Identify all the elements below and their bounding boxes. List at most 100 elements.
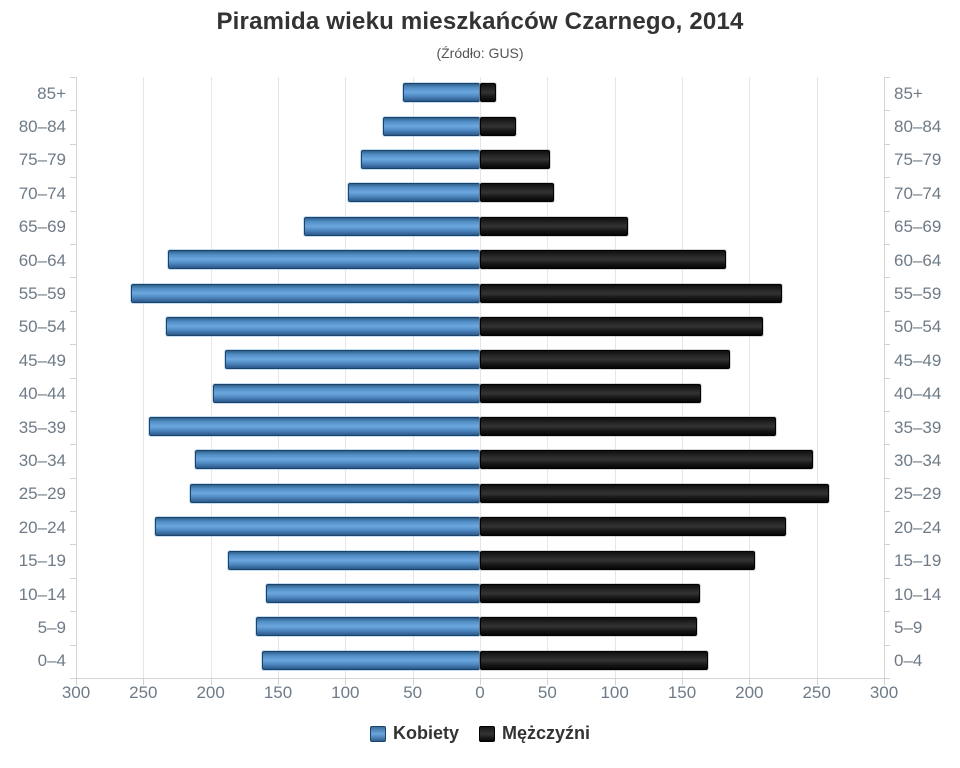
x-tick-label-100-4: 100 bbox=[331, 683, 360, 702]
legend-item-mężczyźni[interactable]: Mężczyźni bbox=[478, 723, 590, 744]
bar-mężczyźni-20-24[interactable] bbox=[480, 517, 786, 537]
gridline-200 bbox=[749, 77, 751, 678]
age-label-right-50-54: 50–54 bbox=[894, 317, 942, 337]
age-label-left-55-59: 55–59 bbox=[18, 284, 66, 304]
age-label-right-85plus: 85+ bbox=[894, 83, 923, 103]
gridline-250 bbox=[816, 77, 818, 678]
age-label-left-60-64: 60–64 bbox=[18, 250, 66, 270]
age-label-right-40-44: 40–44 bbox=[894, 384, 942, 404]
bar-mężczyźni-25-29[interactable] bbox=[480, 483, 829, 503]
plot-area bbox=[76, 77, 885, 678]
age-label-right-70-74: 70–74 bbox=[894, 183, 942, 203]
bar-mężczyźni-65-69[interactable] bbox=[480, 216, 629, 236]
x-tick-label-100-8: 100 bbox=[600, 683, 629, 702]
x-tick bbox=[749, 678, 751, 685]
bar-kobiety-30-34[interactable] bbox=[194, 450, 480, 470]
gridline-300 bbox=[884, 77, 885, 678]
age-label-right-30-34: 30–34 bbox=[894, 450, 942, 470]
bar-kobiety-65-69[interactable] bbox=[303, 216, 480, 236]
age-label-left-50-54: 50–54 bbox=[18, 317, 66, 337]
bar-kobiety-85plus[interactable] bbox=[403, 83, 480, 103]
bar-mężczyźni-70-74[interactable] bbox=[480, 183, 555, 203]
axis-tick-right bbox=[884, 478, 890, 479]
axis-tick-left bbox=[70, 578, 76, 579]
bar-kobiety-40-44[interactable] bbox=[213, 383, 480, 403]
axis-tick-left bbox=[70, 511, 76, 512]
bar-kobiety-55-59[interactable] bbox=[131, 283, 480, 303]
bar-mężczyźni-60-64[interactable] bbox=[480, 250, 727, 270]
bar-mężczyźni-50-54[interactable] bbox=[480, 316, 763, 336]
bar-kobiety-15-19[interactable] bbox=[228, 550, 480, 570]
bar-kobiety-0-4[interactable] bbox=[261, 650, 480, 670]
bar-mężczyźni-80-84[interactable] bbox=[480, 116, 517, 136]
bar-mężczyźni-55-59[interactable] bbox=[480, 283, 782, 303]
age-label-left-0-4: 0–4 bbox=[37, 651, 66, 671]
axis-tick-right bbox=[884, 678, 890, 679]
axis-tick-right bbox=[884, 77, 890, 78]
bar-kobiety-25-29[interactable] bbox=[190, 483, 480, 503]
bar-mężczyźni-15-19[interactable] bbox=[480, 550, 755, 570]
axis-tick-left bbox=[70, 77, 76, 78]
bar-kobiety-10-14[interactable] bbox=[265, 584, 480, 604]
bar-kobiety-75-79[interactable] bbox=[361, 149, 480, 169]
axis-tick-left bbox=[70, 144, 76, 145]
age-label-left-30-34: 30–34 bbox=[18, 450, 66, 470]
x-tick-label-300-0: 300 bbox=[61, 683, 91, 702]
age-label-right-75-79: 75–79 bbox=[894, 150, 942, 170]
bar-kobiety-70-74[interactable] bbox=[348, 183, 480, 203]
axis-tick-left bbox=[70, 678, 76, 679]
age-label-left-20-24: 20–24 bbox=[18, 517, 66, 537]
chart-subtitle: (Źródło: GUS) bbox=[436, 45, 524, 61]
age-label-right-45-49: 45–49 bbox=[894, 350, 942, 370]
bar-mężczyźni-5-9[interactable] bbox=[480, 617, 697, 637]
bar-mężczyźni-30-34[interactable] bbox=[480, 450, 813, 470]
legend-item-kobiety[interactable]: Kobiety bbox=[369, 723, 459, 744]
axis-tick-right bbox=[884, 244, 890, 245]
bar-mężczyźni-85plus[interactable] bbox=[480, 83, 497, 103]
age-label-left-75-79: 75–79 bbox=[18, 150, 66, 170]
axis-tick-right bbox=[884, 277, 890, 278]
x-tick bbox=[547, 678, 549, 685]
gridline-150 bbox=[278, 77, 279, 678]
axis-tick-left bbox=[70, 311, 76, 312]
age-label-left-85plus: 85+ bbox=[37, 83, 66, 103]
x-tick-label-50-5: 50 bbox=[403, 683, 423, 702]
age-label-left-45-49: 45–49 bbox=[18, 350, 66, 370]
legend-swatch-kobiety bbox=[369, 725, 386, 742]
bar-mężczyźni-10-14[interactable] bbox=[480, 584, 700, 604]
age-label-right-20-24: 20–24 bbox=[894, 517, 942, 537]
bar-kobiety-50-54[interactable] bbox=[166, 316, 480, 336]
gridline-200 bbox=[210, 77, 212, 678]
axis-tick-left bbox=[70, 478, 76, 479]
axis-tick-right bbox=[884, 578, 890, 579]
bar-kobiety-60-64[interactable] bbox=[167, 250, 480, 270]
bar-kobiety-45-49[interactable] bbox=[225, 350, 480, 370]
bar-kobiety-5-9[interactable] bbox=[256, 617, 480, 637]
axis-tick-left bbox=[70, 211, 76, 212]
bar-kobiety-20-24[interactable] bbox=[155, 517, 480, 537]
age-label-left-80-84: 80–84 bbox=[18, 117, 66, 137]
bar-mężczyźni-40-44[interactable] bbox=[480, 383, 701, 403]
bar-mężczyźni-0-4[interactable] bbox=[480, 650, 708, 670]
axis-tick-left bbox=[70, 277, 76, 278]
gridline-100 bbox=[345, 77, 347, 678]
axis-tick-right bbox=[884, 311, 890, 312]
bar-mężczyźni-75-79[interactable] bbox=[480, 149, 551, 169]
axis-tick-right bbox=[884, 211, 890, 212]
gridline-300 bbox=[76, 77, 77, 678]
age-label-right-15-19: 15–19 bbox=[894, 551, 942, 571]
axis-tick-left bbox=[70, 110, 76, 111]
bar-kobiety-80-84[interactable] bbox=[383, 116, 480, 136]
bar-mężczyźni-45-49[interactable] bbox=[480, 350, 731, 370]
axis-tick-right bbox=[884, 444, 890, 445]
age-label-left-70-74: 70–74 bbox=[18, 183, 66, 203]
bar-kobiety-35-39[interactable] bbox=[148, 417, 480, 437]
x-tick bbox=[143, 678, 145, 685]
age-label-right-80-84: 80–84 bbox=[894, 117, 942, 137]
gridline-50 bbox=[412, 77, 414, 678]
gridline-0 bbox=[480, 77, 481, 678]
x-tick-label-200-10: 200 bbox=[735, 683, 764, 702]
age-label-right-55-59: 55–59 bbox=[894, 284, 942, 304]
axis-tick-left bbox=[70, 177, 76, 178]
bar-mężczyźni-35-39[interactable] bbox=[480, 417, 777, 437]
